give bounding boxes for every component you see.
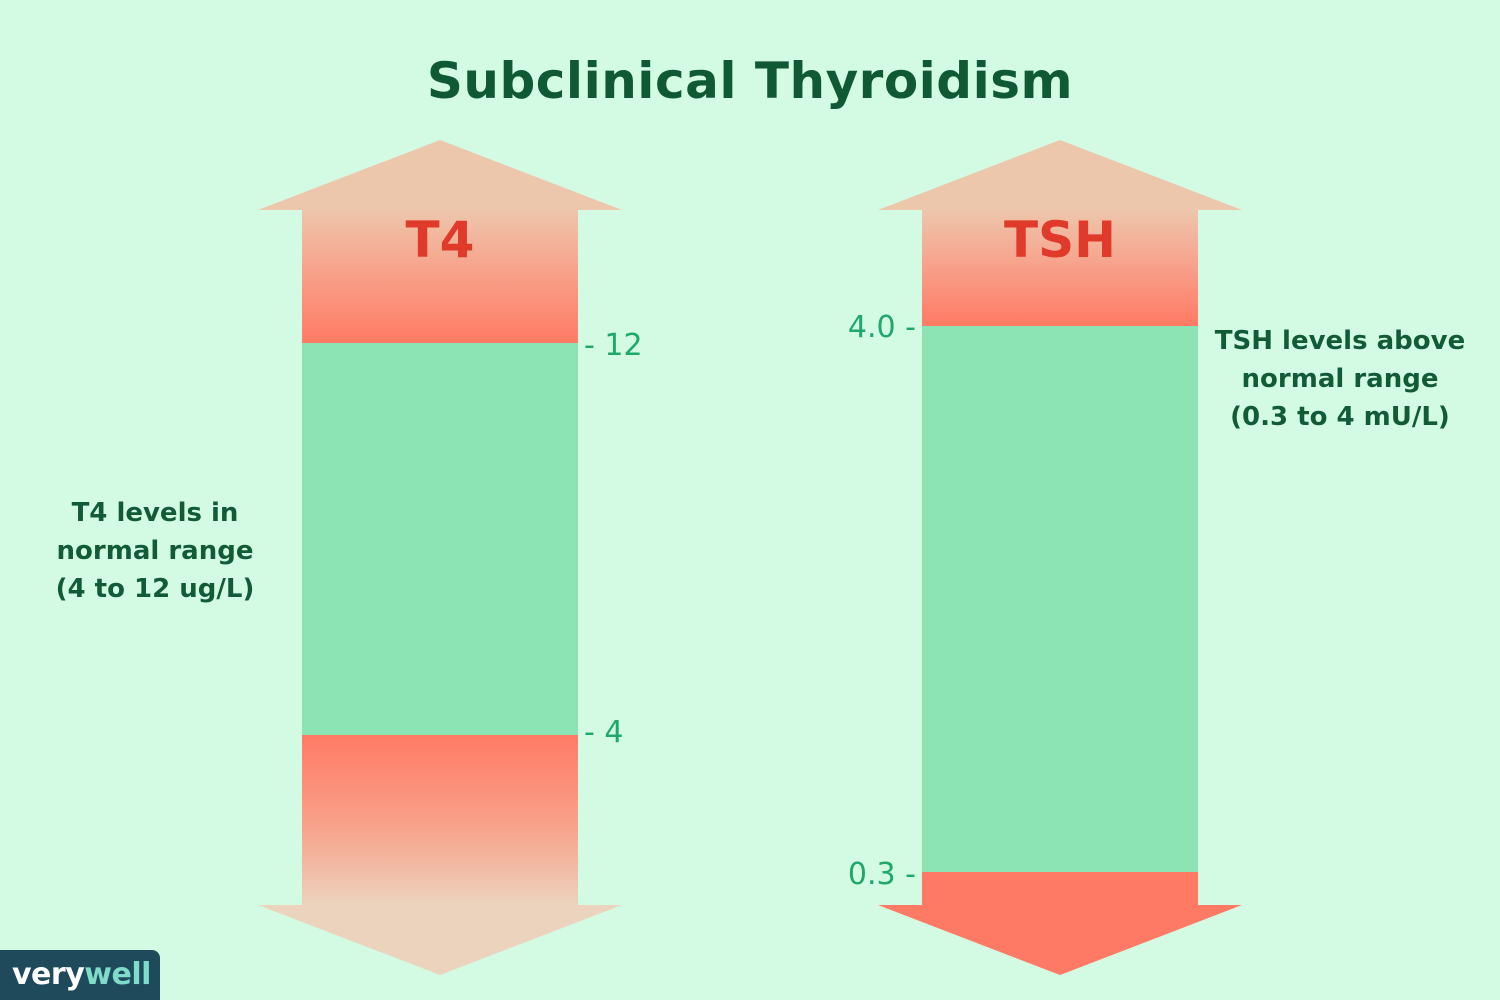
t4-normal-range — [302, 343, 578, 735]
tsh-note-line: TSH levels above — [1214, 326, 1466, 356]
t4-arrow-down-head — [258, 905, 622, 975]
page-title: Subclinical Thyroidism — [426, 52, 1074, 110]
tsh-arrow-up-head — [878, 140, 1242, 210]
tsh-note-line: normal range — [1241, 364, 1439, 394]
t4-tick-lower: - 4 — [584, 715, 623, 750]
t4-note-line: T4 levels in — [71, 498, 239, 528]
logo-text-part1: very — [12, 957, 85, 992]
verywell-logo: verywell — [0, 950, 160, 1000]
tsh-normal-range — [922, 326, 1198, 872]
tsh-label: TSH — [1004, 211, 1116, 269]
tsh-note: TSH levels above normal range (0.3 to 4 … — [1200, 322, 1480, 436]
t4-tick-upper: - 12 — [584, 328, 643, 363]
t4-low-range — [302, 735, 578, 906]
t4-label: T4 — [406, 211, 475, 269]
t4-arrow-up-head — [258, 140, 622, 210]
tsh-tick-lower: 0.3 - — [848, 857, 916, 892]
logo-text-part2: well — [84, 957, 151, 992]
t4-note-line: (4 to 12 ug/L) — [55, 574, 255, 604]
t4-note: T4 levels in normal range (4 to 12 ug/L) — [40, 494, 270, 608]
tsh-note-line: (0.3 to 4 mU/L) — [1230, 402, 1450, 432]
tsh-arrow-down-head — [878, 905, 1242, 975]
tsh-tick-upper: 4.0 - — [848, 310, 916, 345]
tsh-arrow: TSH 4.0 - 0.3 - — [848, 140, 1242, 975]
t4-arrow: T4 - 12 - 4 — [258, 140, 643, 975]
tsh-high-range — [922, 209, 1198, 326]
t4-note-line: normal range — [56, 536, 254, 566]
t4-high-range — [302, 209, 578, 343]
tsh-low-range — [922, 872, 1198, 906]
